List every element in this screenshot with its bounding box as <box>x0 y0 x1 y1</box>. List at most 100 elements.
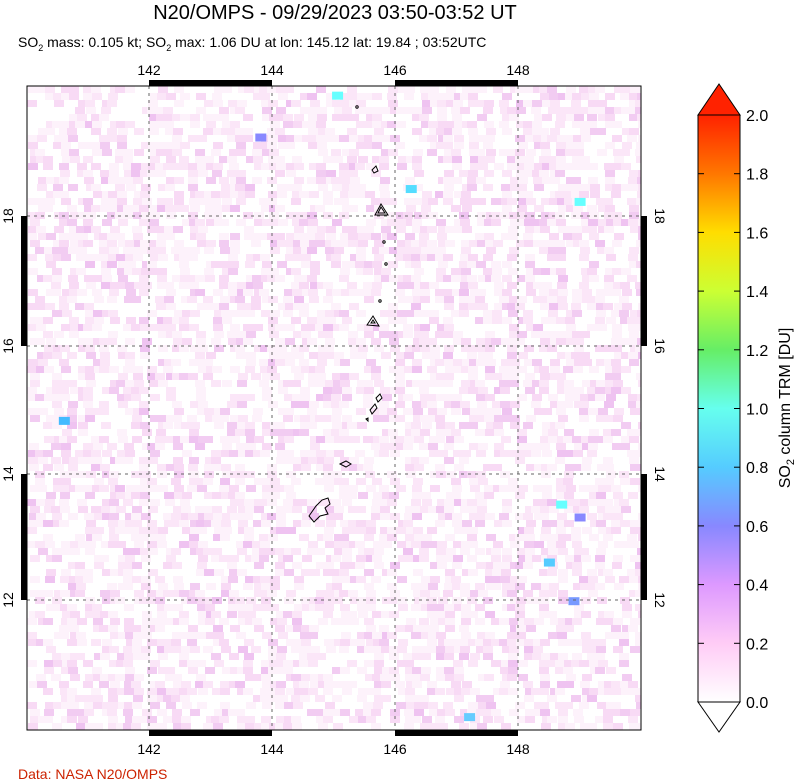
so2-pixel <box>380 506 390 513</box>
so2-pixel <box>573 639 583 646</box>
so2-pixel <box>310 282 320 289</box>
so2-pixel <box>604 275 614 282</box>
so2-pixel <box>147 443 157 450</box>
so2-pixel <box>140 548 150 555</box>
so2-pixel <box>419 548 429 555</box>
so2-pixel <box>422 534 432 541</box>
so2-pixel <box>572 541 582 548</box>
so2-pixel <box>493 240 503 247</box>
so2-pixel <box>627 688 637 695</box>
so2-pixel <box>27 702 37 709</box>
so2-pixel <box>236 443 246 450</box>
so2-pixel <box>446 548 456 555</box>
so2-pixel <box>251 296 261 303</box>
so2-pixel <box>206 240 216 247</box>
so2-pixel <box>638 303 641 310</box>
so2-pixel <box>364 135 374 142</box>
so2-pixel <box>493 688 503 695</box>
so2-pixel <box>99 247 109 254</box>
so2-pixel <box>262 107 272 114</box>
so2-pixel <box>300 107 310 114</box>
so2-pixel <box>332 422 342 429</box>
so2-pixel <box>228 100 238 107</box>
so2-pixel <box>374 653 384 660</box>
so2-pixel <box>299 303 309 310</box>
so2-pixel <box>285 254 295 261</box>
so2-pixel <box>494 415 504 422</box>
so2-pixel <box>405 345 415 352</box>
so2-pixel <box>70 387 80 394</box>
so2-pixel <box>357 422 367 429</box>
so2-pixel <box>478 156 488 163</box>
so2-pixel <box>348 191 358 198</box>
so2-pixel <box>445 674 455 681</box>
so2-pixel <box>581 212 591 219</box>
so2-pixel <box>174 86 184 93</box>
so2-pixel <box>141 163 151 170</box>
so2-pixel <box>638 611 641 618</box>
so2-pixel <box>582 296 592 303</box>
so2-pixel <box>142 198 152 205</box>
so2-pixel <box>461 338 471 345</box>
so2-pixel <box>630 527 640 534</box>
so2-pixel <box>204 513 214 520</box>
so2-pixel <box>278 219 288 226</box>
so2-pixel <box>213 163 223 170</box>
so2-pixel <box>419 380 429 387</box>
so2-pixel <box>310 646 320 653</box>
so2-pixel <box>523 681 533 688</box>
so2-pixel <box>366 359 376 366</box>
so2-pixel <box>115 233 125 240</box>
so2-pixel <box>300 695 310 702</box>
so2-pixel <box>347 282 357 289</box>
so2-pixel <box>102 471 112 478</box>
so2-pixel <box>566 324 576 331</box>
so2-pixel <box>237 569 247 576</box>
so2-pixel <box>107 100 117 107</box>
so2-pixel <box>627 198 637 205</box>
so2-pixel <box>70 156 80 163</box>
so2-pixel <box>171 163 181 170</box>
so2-pixel <box>563 702 573 709</box>
so2-pixel <box>347 156 357 163</box>
so2-pixel <box>468 639 478 646</box>
so2-pixel <box>508 653 518 660</box>
so2-pixel <box>83 401 93 408</box>
so2-pixel <box>99 114 109 121</box>
so2-pixel <box>118 555 128 562</box>
so2-pixel <box>566 205 576 212</box>
so2-pixel <box>557 401 567 408</box>
so2-pixel <box>558 415 568 422</box>
so2-pixel <box>438 597 448 604</box>
so2-pixel <box>379 485 389 492</box>
so2-pixel <box>268 695 278 702</box>
so2-pixel <box>108 688 118 695</box>
colorbar: 2.01.81.61.41.21.00.80.60.40.20.0 SO2 co… <box>697 83 795 733</box>
so2-pixel <box>550 100 560 107</box>
so2-pixel <box>477 240 487 247</box>
so2-pixel <box>534 205 544 212</box>
so2-pixel <box>195 506 205 513</box>
so2-pixel <box>579 282 589 289</box>
so2-pixel <box>108 191 118 198</box>
so2-pixel <box>595 240 605 247</box>
so2-pixel <box>556 485 566 492</box>
so2-pixel <box>339 534 349 541</box>
so2-pixel <box>70 212 80 219</box>
so2-pixel <box>59 436 69 443</box>
so2-pixel <box>36 590 46 597</box>
so2-pixel <box>118 261 128 268</box>
so2-pixel <box>35 338 45 345</box>
so2-pixel <box>275 660 285 667</box>
so2-pixel <box>315 240 325 247</box>
so2-pixel <box>611 387 621 394</box>
so2-pixel <box>230 625 240 632</box>
so2-pixel <box>523 513 533 520</box>
so2-pixel <box>419 387 429 394</box>
so2-pixel <box>363 436 373 443</box>
so2-pixel <box>507 198 517 205</box>
so2-pixel <box>211 149 221 156</box>
so2-pixel <box>123 576 133 583</box>
so2-pixel <box>83 457 93 464</box>
